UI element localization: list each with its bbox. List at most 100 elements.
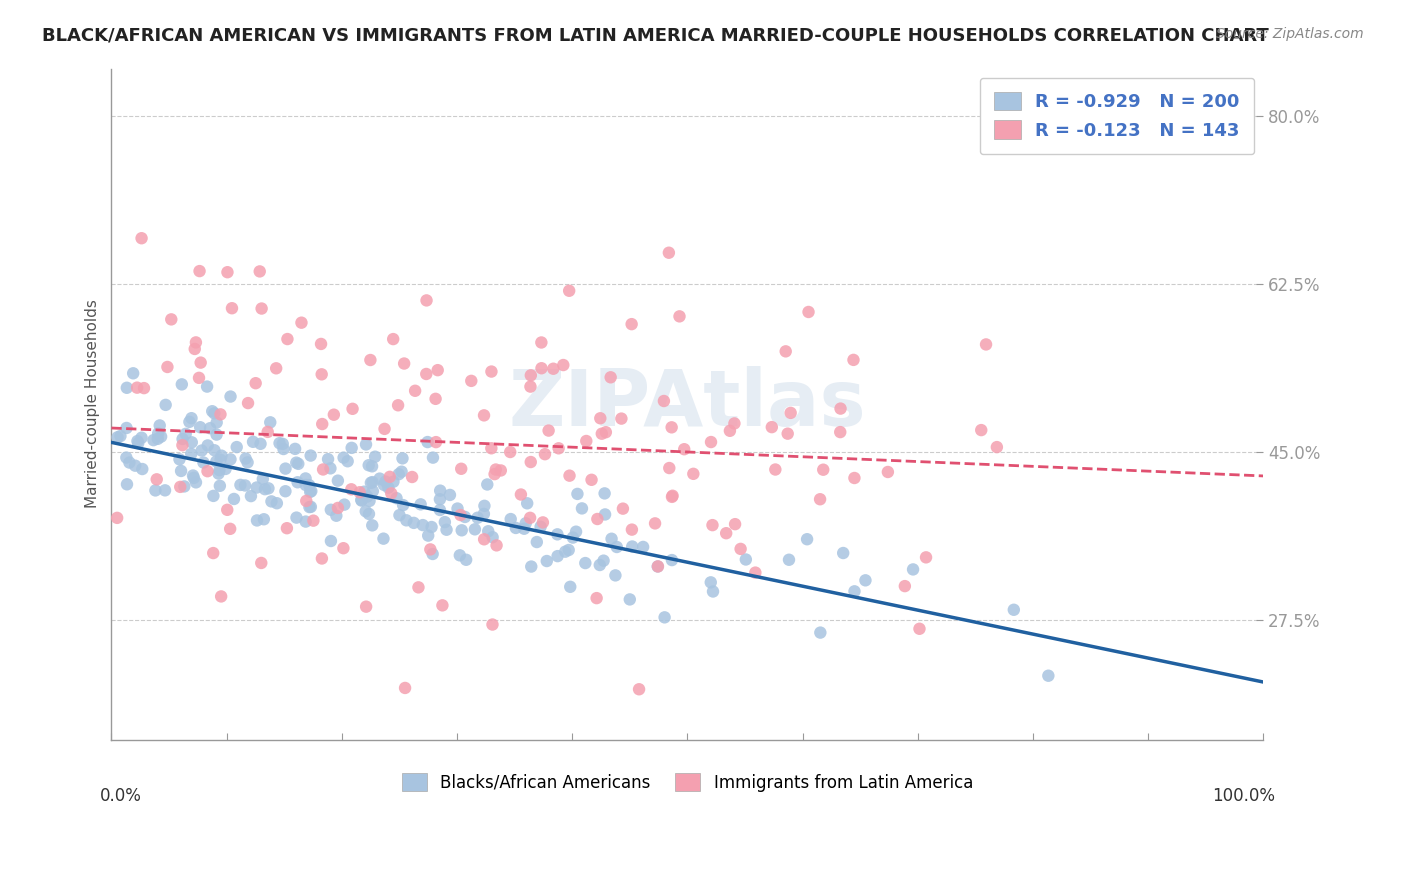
Point: [586, 512, 609, 526]
Point: [188, 264, 211, 278]
Legend: Blacks/African Americans, Immigrants from Latin America: Blacks/African Americans, Immigrants fro…: [395, 767, 980, 798]
Point: [172, 432, 194, 446]
Point: [589, 558, 612, 572]
Point: [124, 458, 146, 473]
Point: [516, 496, 538, 510]
Point: [364, 450, 387, 464]
Point: [412, 518, 434, 533]
Point: [730, 541, 752, 556]
Point: [294, 478, 316, 492]
Point: [332, 541, 354, 556]
Point: [422, 450, 444, 465]
Point: [429, 483, 451, 498]
Point: [319, 502, 342, 516]
Point: [357, 458, 380, 473]
Point: [855, 574, 877, 588]
Point: [285, 456, 308, 470]
Point: [436, 523, 458, 537]
Point: [299, 500, 322, 514]
Point: [593, 486, 616, 500]
Point: [450, 524, 472, 538]
Point: [830, 425, 852, 439]
Point: [546, 527, 568, 541]
Point: [450, 508, 472, 522]
Point: [250, 301, 273, 316]
Point: [208, 479, 231, 493]
Point: [319, 461, 342, 475]
Point: [526, 535, 548, 549]
Point: [340, 441, 363, 455]
Point: [287, 475, 309, 490]
Y-axis label: Married-couple Households: Married-couple Households: [86, 300, 100, 508]
Point: [374, 475, 396, 489]
Point: [402, 516, 425, 530]
Point: [658, 461, 681, 475]
Text: 100.0%: 100.0%: [1212, 787, 1275, 805]
Point: [359, 494, 381, 508]
Point: [472, 409, 495, 423]
Point: [155, 398, 177, 412]
Point: [472, 533, 495, 547]
Point: [149, 418, 172, 433]
Point: [543, 361, 565, 376]
Point: [153, 483, 176, 498]
Point: [595, 425, 617, 440]
Point: [170, 464, 193, 478]
Point: [207, 467, 229, 481]
Point: [274, 461, 297, 475]
Point: [558, 284, 581, 298]
Point: [229, 478, 252, 492]
Point: [374, 422, 396, 436]
Point: [702, 584, 724, 599]
Point: [287, 457, 309, 471]
Point: [183, 471, 205, 485]
Point: [325, 508, 347, 523]
Point: [718, 424, 741, 438]
Point: [156, 359, 179, 374]
Point: [350, 492, 373, 507]
Point: [249, 437, 271, 451]
Point: [184, 475, 207, 490]
Point: [986, 440, 1008, 454]
Point: [628, 682, 651, 697]
Point: [449, 549, 471, 563]
Point: [219, 452, 242, 467]
Point: [377, 481, 399, 495]
Point: [505, 521, 527, 535]
Point: [188, 420, 211, 434]
Point: [294, 515, 316, 529]
Point: [184, 335, 207, 350]
Point: [253, 512, 276, 526]
Point: [245, 376, 267, 391]
Point: [915, 550, 938, 565]
Point: [408, 580, 430, 594]
Point: [620, 317, 643, 331]
Point: [813, 463, 835, 477]
Point: [581, 473, 603, 487]
Point: [197, 438, 219, 452]
Point: [605, 568, 627, 582]
Point: [472, 507, 495, 521]
Point: [202, 406, 225, 420]
Point: [658, 245, 681, 260]
Point: [125, 381, 148, 395]
Point: [174, 426, 197, 441]
Point: [197, 464, 219, 478]
Point: [560, 580, 582, 594]
Point: [122, 366, 145, 380]
Point: [450, 462, 472, 476]
Point: [311, 551, 333, 566]
Point: [499, 445, 522, 459]
Point: [673, 442, 696, 457]
Point: [1002, 603, 1025, 617]
Point: [652, 394, 675, 409]
Point: [647, 559, 669, 574]
Point: [415, 293, 437, 308]
Point: [209, 408, 232, 422]
Point: [214, 462, 236, 476]
Point: [610, 411, 633, 425]
Point: [700, 575, 723, 590]
Point: [131, 462, 153, 476]
Point: [184, 342, 207, 356]
Point: [621, 540, 644, 554]
